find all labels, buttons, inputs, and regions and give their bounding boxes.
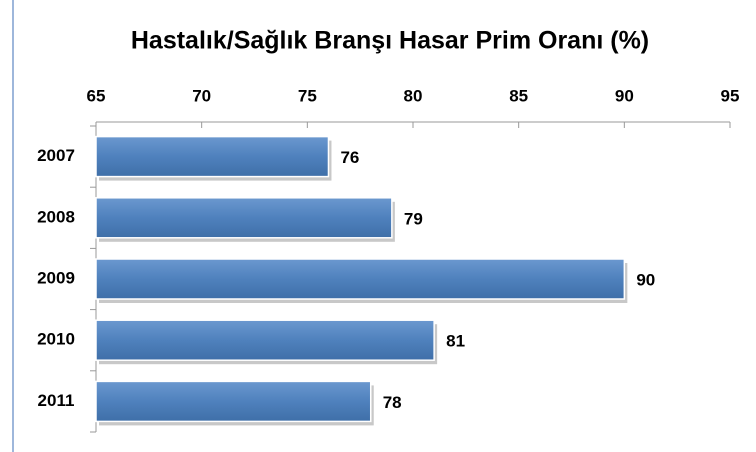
data-label: 78 [383,393,402,412]
bar [95,197,393,239]
y-tick-label: 2010 [37,330,75,349]
data-label: 81 [446,332,465,351]
y-tick-label: 2011 [38,391,75,410]
bar [95,135,330,178]
y-tick-label: 2008 [37,207,75,226]
data-label: 90 [636,270,655,289]
chart-title: Hastalık/Sağlık Branşı Hasar Prim Oranı … [131,27,649,55]
x-tick-label: 80 [404,86,423,105]
data-label: 76 [340,148,359,167]
data-label: 79 [404,209,423,228]
x-tick-label: 70 [192,86,211,105]
bar [95,258,626,300]
bar [95,319,435,361]
y-tick-label: 2009 [37,268,75,287]
x-tick-label: 95 [721,86,740,105]
x-tick-label: 90 [615,86,634,105]
y-tick-label: 2007 [37,146,75,165]
x-tick-label: 65 [87,86,106,105]
x-tick-label: 75 [298,86,317,105]
x-tick-label: 85 [509,86,528,105]
bar [95,380,372,423]
